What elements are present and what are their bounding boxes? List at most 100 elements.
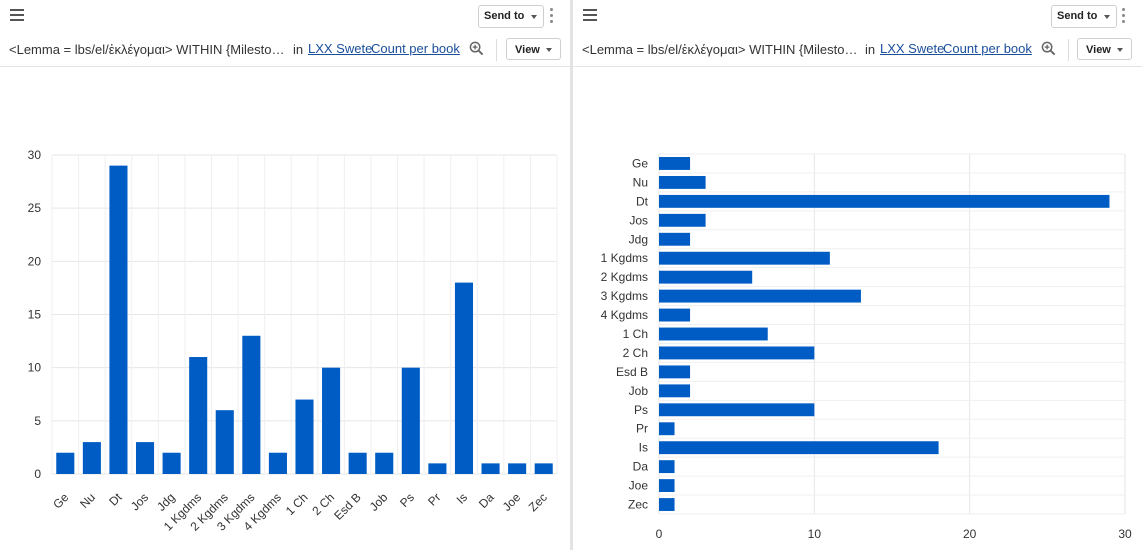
- y-tick-label: 4 Kgdms: [601, 308, 648, 322]
- right-pane: Send to <Lemma = lbs/el/ἐκλέγομαι> WITHI…: [573, 0, 1142, 550]
- caret-down-icon: [546, 48, 552, 52]
- in-label: in: [293, 42, 304, 57]
- bar: [375, 452, 394, 474]
- view-button[interactable]: View: [506, 38, 561, 60]
- report-link[interactable]: Count per book: [371, 41, 460, 56]
- y-tick-label: Ps: [634, 403, 648, 417]
- x-tick-label: Is: [454, 490, 471, 507]
- y-tick-label: Is: [639, 441, 648, 455]
- bar: [659, 422, 675, 436]
- hamburger-menu-icon[interactable]: [10, 8, 24, 21]
- bar: [189, 357, 208, 474]
- view-button[interactable]: View: [1077, 38, 1132, 60]
- zoom-in-icon[interactable]: [1041, 41, 1056, 56]
- y-tick-label: 20: [28, 254, 42, 268]
- bar: [215, 410, 234, 474]
- horizontal-bar-chart: 0 10 20 30 Ge Nu Dt Jos Jdg 1 Kgdms 2 Kgdms 3 Kgdms…: [601, 153, 1132, 541]
- bar: [534, 463, 553, 474]
- x-tick-label: Zec: [526, 490, 550, 514]
- bar: [401, 367, 420, 474]
- bar: [428, 463, 447, 474]
- bar: [268, 452, 287, 474]
- y-tick-label: 3 Kgdms: [601, 289, 648, 303]
- bar: [659, 289, 861, 303]
- query-text[interactable]: <Lemma = lbs/el/ἐκλέγομαι> WITHIN {Miles…: [9, 42, 285, 57]
- x-tick-label: Ge: [50, 490, 71, 511]
- left-query-bar: <Lemma = lbs/el/ἐκλέγομαι> WITHIN {Miles…: [0, 34, 570, 67]
- y-tick-label: Zec: [628, 498, 648, 512]
- bar: [659, 232, 691, 246]
- y-tick-label: Jdg: [629, 232, 648, 246]
- send-to-button[interactable]: Send to: [1051, 5, 1118, 28]
- x-tick-label: 20: [963, 527, 977, 541]
- y-tick-label: 2 Ch: [623, 346, 648, 360]
- in-label: in: [865, 42, 876, 57]
- y-tick-label: Jos: [629, 213, 648, 227]
- right-toolbar: Send to: [573, 0, 1142, 32]
- bar: [659, 498, 675, 511]
- left-pane: Send to <Lemma = lbs/el/ἐκλέγομαι> WITHI…: [0, 0, 570, 550]
- query-text[interactable]: <Lemma = lbs/el/ἐκλέγομαι> WITHIN {Miles…: [582, 42, 858, 57]
- y-tick-label: Esd B: [616, 365, 648, 379]
- send-to-label: Send to: [484, 10, 525, 22]
- bar: [659, 213, 706, 227]
- y-tick-label: Dt: [636, 194, 649, 208]
- x-tick-label: Job: [367, 490, 391, 514]
- bar: [659, 365, 691, 379]
- bar: [322, 367, 341, 474]
- y-tick-label: 0: [34, 467, 41, 481]
- x-tick-label: Esd B: [331, 490, 364, 523]
- x-tick-label: Pr: [425, 490, 443, 508]
- bar: [348, 452, 367, 474]
- y-tick-label: 15: [28, 308, 42, 322]
- bar: [659, 270, 753, 284]
- x-tick-label: 30: [1118, 527, 1132, 541]
- caret-down-icon: [1104, 15, 1111, 19]
- hamburger-menu-icon[interactable]: [583, 8, 597, 21]
- y-tick-label: Da: [633, 460, 649, 474]
- y-tick-label: Ge: [632, 156, 648, 170]
- bar: [659, 251, 830, 265]
- bar: [82, 442, 101, 474]
- toolbar-divider: [1068, 39, 1069, 61]
- more-vert-icon[interactable]: [1122, 7, 1126, 23]
- bar: [659, 441, 939, 455]
- report-link[interactable]: Count per book: [943, 41, 1032, 56]
- left-toolbar: Send to: [0, 0, 570, 32]
- caret-down-icon: [531, 15, 538, 19]
- view-label: View: [515, 44, 540, 56]
- more-vert-icon[interactable]: [550, 7, 554, 23]
- corpus-link[interactable]: LXX Swete: [308, 41, 373, 56]
- bar: [659, 460, 675, 474]
- x-tick-label: Ps: [397, 490, 417, 510]
- bar: [135, 442, 155, 474]
- right-query-bar: <Lemma = lbs/el/ἐκλέγομαι> WITHIN {Miles…: [573, 34, 1142, 67]
- bar: [242, 335, 261, 474]
- bar: [162, 452, 181, 474]
- x-tick-label: 0: [656, 527, 663, 541]
- bar: [659, 157, 691, 170]
- bar: [659, 346, 815, 360]
- bar: [454, 282, 474, 474]
- y-tick-label: 1 Ch: [623, 327, 648, 341]
- x-tick-label: Nu: [77, 490, 98, 511]
- bar: [56, 452, 75, 474]
- y-tick-label: Pr: [636, 422, 648, 436]
- y-tick-label: Job: [629, 384, 649, 398]
- x-tick-label: Jos: [128, 490, 151, 513]
- bar: [659, 327, 768, 341]
- send-to-button[interactable]: Send to: [478, 5, 545, 28]
- bar: [508, 463, 527, 474]
- bar: [659, 403, 815, 417]
- bar: [109, 165, 128, 474]
- corpus-link[interactable]: LXX Swete: [880, 41, 945, 56]
- y-tick-label: 25: [28, 201, 42, 215]
- y-tick-label: 2 Kgdms: [601, 270, 648, 284]
- bar: [659, 194, 1110, 208]
- bar: [295, 399, 314, 474]
- y-tick-label: Joe: [629, 479, 649, 493]
- x-tick-label: 10: [808, 527, 822, 541]
- zoom-in-icon[interactable]: [469, 41, 484, 56]
- pane-divider[interactable]: [570, 0, 573, 550]
